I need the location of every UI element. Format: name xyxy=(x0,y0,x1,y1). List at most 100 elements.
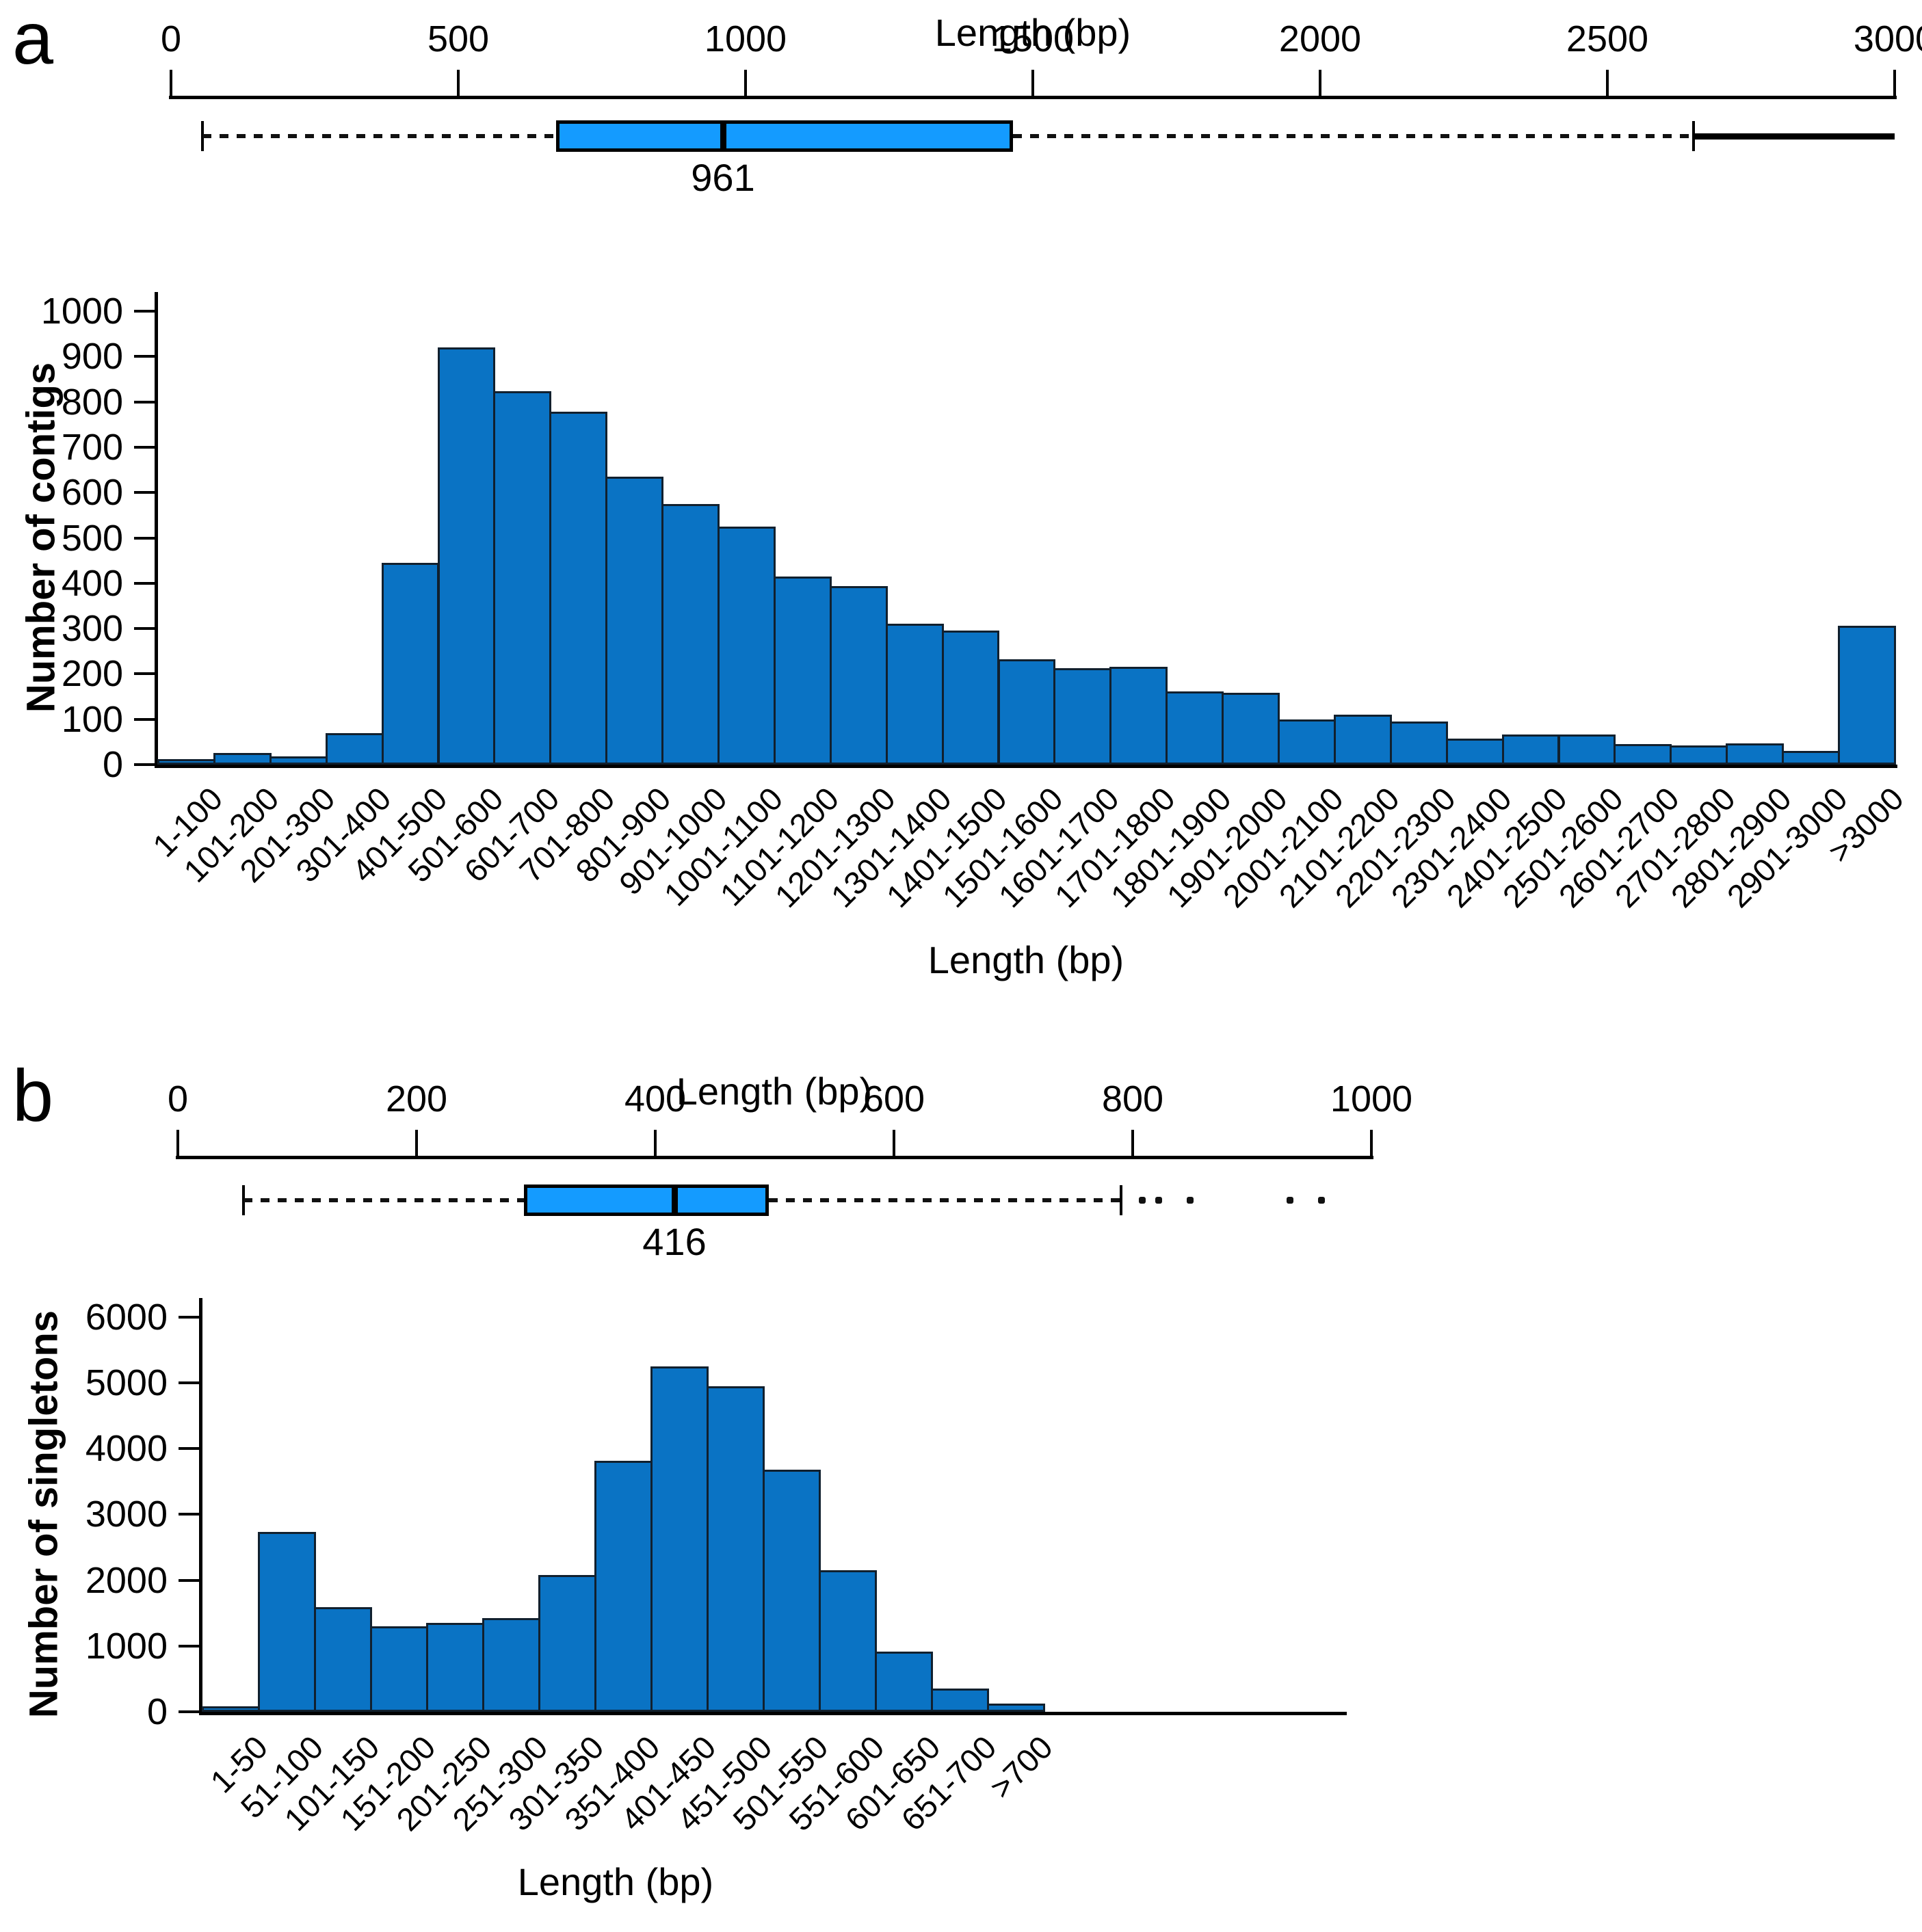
histogram-bar xyxy=(605,476,664,765)
histogram-bar xyxy=(997,659,1056,765)
x-baseline xyxy=(199,1712,1347,1715)
top-axis-tick xyxy=(654,1130,657,1156)
top-axis-tick xyxy=(1131,1130,1134,1156)
y-tick xyxy=(134,445,155,449)
panel-a-top-axis-title: Length (bp) xyxy=(934,11,1131,54)
top-axis-tick xyxy=(415,1130,418,1156)
histogram-bar xyxy=(941,631,1000,765)
histogram-bar xyxy=(1278,719,1336,765)
y-tick xyxy=(134,763,155,766)
histogram-bar xyxy=(773,576,832,765)
histogram-bar xyxy=(1222,693,1280,765)
histogram-bar xyxy=(538,1574,596,1712)
whisker-low-line xyxy=(243,1198,525,1202)
histogram-bar xyxy=(1614,743,1672,765)
histogram-bar xyxy=(370,1626,428,1712)
histogram-bar xyxy=(594,1460,653,1712)
histogram-bar xyxy=(819,1570,877,1712)
y-tick xyxy=(179,1447,199,1451)
y-tick xyxy=(134,355,155,358)
histogram-bar xyxy=(258,1532,316,1712)
histogram-bar xyxy=(1726,743,1785,765)
histogram-bar xyxy=(381,562,440,765)
top-axis-tick xyxy=(744,70,747,96)
top-axis-tick-label: 1000 xyxy=(1330,1079,1413,1120)
histogram-bar xyxy=(549,412,608,765)
y-tick-label: 100 xyxy=(61,698,123,740)
whisker-high-cap xyxy=(1119,1185,1122,1215)
histogram-bar xyxy=(1333,715,1392,765)
panel-b-x-axis-title: Length (bp) xyxy=(517,1860,714,1903)
y-tick xyxy=(134,310,155,313)
top-axis-tick-label: 2500 xyxy=(1566,18,1649,59)
y-tick-label: 2000 xyxy=(85,1559,168,1601)
median-line xyxy=(671,1187,678,1213)
y-tick-label: 900 xyxy=(61,336,123,378)
median-line xyxy=(720,123,727,149)
y-tick-label: 400 xyxy=(61,562,123,604)
top-axis-tick-label: 600 xyxy=(863,1079,925,1120)
y-tick-label: 200 xyxy=(61,653,123,695)
y-tick xyxy=(134,672,155,676)
whisker-high-line xyxy=(1012,134,1694,138)
outlier-dot xyxy=(1287,1197,1294,1204)
top-axis-tick xyxy=(1606,70,1609,96)
histogram-bar xyxy=(202,1706,260,1712)
top-axis-tick-label: 500 xyxy=(427,18,490,59)
y-tick-label: 0 xyxy=(146,1691,168,1732)
top-axis-tick-label: 1500 xyxy=(991,18,1075,59)
top-axis-tick xyxy=(170,70,172,96)
histogram-bar xyxy=(885,624,944,765)
y-tick xyxy=(179,1710,199,1713)
y-tick-label: 800 xyxy=(61,381,123,423)
panel-b-median-value: 416 xyxy=(642,1220,707,1263)
y-tick xyxy=(134,491,155,494)
histogram-bar xyxy=(1557,735,1616,765)
histogram-bar xyxy=(325,732,384,765)
histogram-bar xyxy=(1166,691,1224,765)
histogram-bar xyxy=(1053,668,1112,765)
top-axis-tick xyxy=(893,1130,895,1156)
y-tick xyxy=(134,581,155,585)
y-tick-label: 6000 xyxy=(85,1296,168,1338)
y-tick-label: 500 xyxy=(61,517,123,559)
y-tick-label: 5000 xyxy=(85,1362,168,1404)
panel-a-x-axis-title: Length (bp) xyxy=(927,938,1124,981)
histogram-bar xyxy=(213,753,272,765)
histogram-bar xyxy=(437,347,496,765)
y-tick xyxy=(134,627,155,631)
top-axis-tick-label: 200 xyxy=(385,1079,448,1120)
histogram-bar xyxy=(931,1689,989,1712)
x-baseline xyxy=(155,765,1897,768)
y-tick xyxy=(179,1513,199,1516)
histogram-bar xyxy=(157,759,215,765)
y-tick-label: 700 xyxy=(61,426,123,468)
bin-label: >700 xyxy=(982,1728,1059,1805)
histogram-bar xyxy=(763,1470,821,1712)
whisker-low-line xyxy=(202,134,556,138)
panel-b-top-axis-title: Length (bp) xyxy=(676,1070,873,1113)
top-axis-tick xyxy=(1319,70,1321,96)
top-axis-tick xyxy=(1893,70,1896,96)
histogram-bar xyxy=(1109,667,1168,765)
histogram-bar xyxy=(829,586,888,765)
histogram-bar xyxy=(314,1607,372,1712)
y-tick-label: 1000 xyxy=(85,1625,168,1667)
histogram-bar xyxy=(718,526,776,765)
y-tick-label: 1000 xyxy=(40,291,123,332)
histogram-bar xyxy=(875,1651,933,1712)
histogram-bar xyxy=(1838,626,1896,765)
top-axis-tick xyxy=(1370,1130,1373,1156)
histogram-bar xyxy=(269,756,328,765)
y-tick xyxy=(179,1578,199,1582)
top-axis-tick xyxy=(1031,70,1034,96)
histogram-bar xyxy=(707,1386,765,1712)
histogram-bar xyxy=(493,391,552,765)
top-axis-tick-label: 1000 xyxy=(704,18,787,59)
histogram-bar xyxy=(1501,734,1560,765)
top-axis-tick-label: 400 xyxy=(624,1079,687,1120)
histogram-bar xyxy=(650,1366,709,1712)
top-axis-tick-label: 2000 xyxy=(1278,18,1362,59)
whisker-solid-tail xyxy=(1694,133,1895,140)
